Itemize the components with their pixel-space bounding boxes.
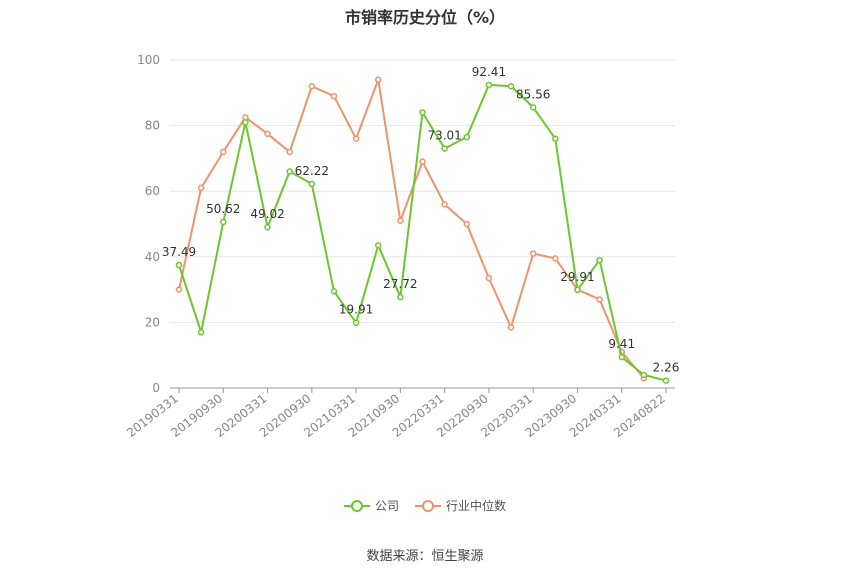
grid-lines (170, 59, 675, 323)
data-point-industry (441, 201, 448, 208)
data-point-company (485, 81, 493, 89)
data-point-company (507, 82, 515, 90)
data-label: 19.91 (339, 303, 373, 317)
chart-title: 市销率历史分位（%） (344, 8, 506, 27)
data-point-industry (463, 220, 471, 228)
series-line-company (178, 83, 667, 382)
legend-industry-label: 行业中位数 (446, 499, 507, 513)
data-point-industry (397, 217, 404, 224)
series-line-industry (178, 78, 645, 379)
data-label: 62.22 (295, 164, 329, 178)
data-point-industry (374, 76, 382, 83)
data-point-company (175, 261, 183, 269)
data-point-company (441, 145, 448, 152)
y-tick-label: 0 (152, 381, 160, 395)
data-point-industry (175, 286, 183, 293)
data-point-industry (330, 92, 338, 100)
data-label: 2.26 (653, 361, 680, 375)
data-point-company (596, 256, 603, 264)
data-point-company (397, 293, 404, 301)
data-point-company (220, 218, 227, 226)
data-point-company (264, 223, 271, 231)
data-point-company (419, 109, 426, 116)
data-point-company (618, 353, 625, 361)
data-label: 27.72 (383, 277, 417, 291)
data-point-industry (352, 135, 360, 142)
data-labels: 37.49 50.62 49.02 62.22 19.91 27.72 73.01 92.41… (162, 65, 680, 375)
data-point-industry (197, 184, 205, 192)
data-point-industry (308, 82, 316, 90)
data-point-industry (286, 148, 293, 156)
legend: 公司 行业中位数 (0, 497, 850, 514)
data-point-company (463, 133, 471, 141)
y-tick-label: 20 (145, 315, 160, 329)
data-label: 29.91 (560, 270, 594, 284)
data-point-industry (485, 274, 493, 282)
data-point-industry (264, 130, 271, 138)
data-label: 73.01 (427, 129, 461, 143)
x-axis: 2019033120190930202003312020093020210331… (124, 387, 675, 440)
data-point-industry (529, 250, 537, 257)
data-point-industry (596, 296, 603, 303)
data-point-company (286, 168, 293, 175)
legend-item-company[interactable]: 公司 (343, 497, 399, 514)
data-point-industry (507, 324, 515, 331)
data-label: 92.41 (472, 65, 506, 79)
y-tick-label: 80 (145, 119, 160, 133)
data-point-company (374, 242, 382, 249)
data-point-company (330, 287, 338, 295)
data-point-company (574, 286, 581, 294)
data-point-company (242, 119, 249, 126)
y-tick-labels: 0 20 40 60 80 100 (137, 53, 160, 395)
legend-company-label: 公司 (374, 499, 399, 513)
data-label: 37.49 (162, 245, 196, 259)
data-point-company (197, 328, 205, 336)
data-point-company (352, 319, 360, 326)
data-point-company (552, 135, 559, 142)
legend-item-industry[interactable]: 行业中位数 (415, 497, 506, 514)
data-point-company (640, 371, 648, 379)
data-label: 49.02 (250, 207, 284, 221)
data-point-company (308, 180, 316, 188)
data-label: 85.56 (516, 87, 550, 101)
data-label: 9.41 (608, 337, 635, 351)
data-point-industry (419, 158, 426, 165)
data-point-industry (552, 255, 559, 262)
y-tick-label: 40 (145, 250, 160, 264)
source-note: 数据来源：恒生聚源 (366, 549, 484, 564)
data-label: 50.62 (206, 202, 240, 216)
data-point-company (529, 104, 537, 111)
y-tick-label: 100 (137, 53, 160, 67)
y-tick-label: 60 (145, 184, 160, 198)
legend-industry-icon (415, 499, 441, 512)
data-point-company (662, 377, 670, 384)
series-group (175, 76, 670, 384)
legend-company-icon (343, 499, 370, 512)
data-point-industry (220, 148, 227, 156)
